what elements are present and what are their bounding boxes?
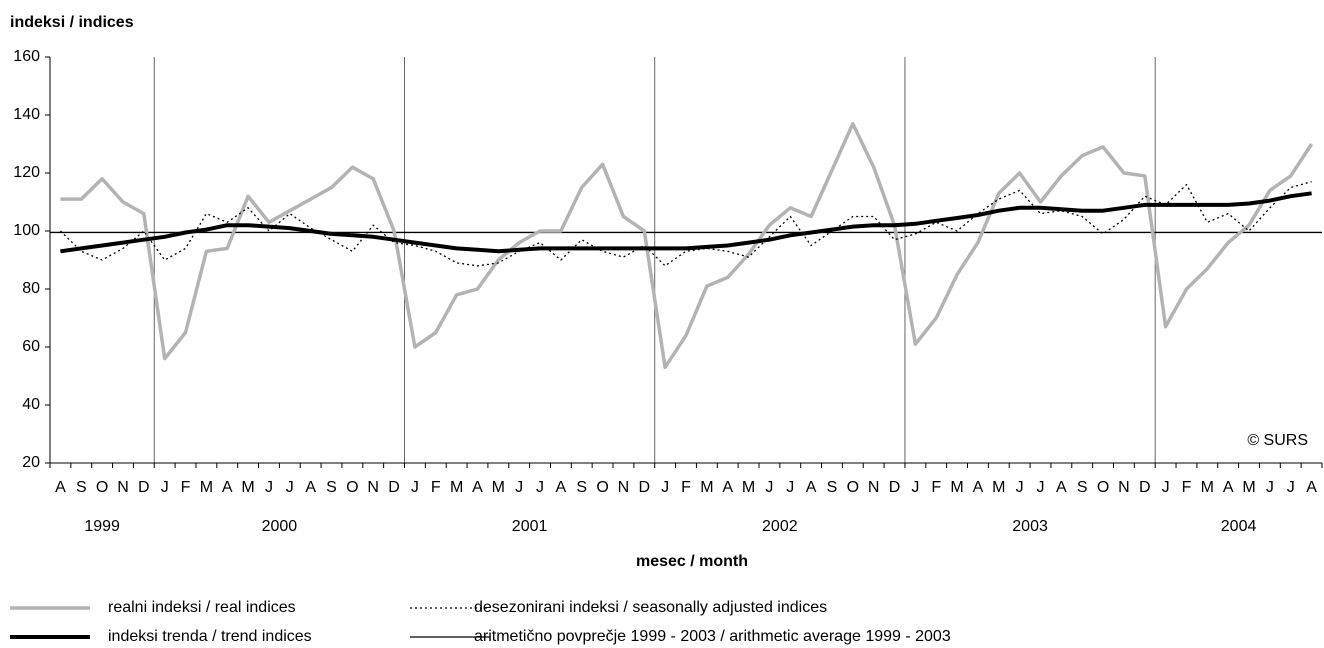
y-axis-title: indeksi / indices [10,14,134,31]
x-tick-label: A [1056,479,1067,496]
x-tick-label: D [1139,479,1151,496]
x-tick-label: S [326,479,337,496]
x-tick-label: S [1077,479,1088,496]
x-tick-label: N [1118,479,1130,496]
x-tick-label: A [222,479,233,496]
year-label: 2003 [1012,518,1048,535]
x-tick-label: A [55,479,66,496]
x-tick-label: M [992,479,1005,496]
x-tick-label: M [742,479,755,496]
x-tick-label: N [868,479,880,496]
x-tick-label: D [639,479,651,496]
x-tick-label: J [536,479,544,496]
x-tick-label: M [200,479,213,496]
x-tick-label: J [161,479,169,496]
legend-label: desezonirani indeksi / seasonally adjust… [474,599,827,616]
legend-label: aritmetično povprečje 1999 - 2003 / arit… [474,628,951,645]
legend-label: realni indeksi / real indices [108,599,296,616]
x-tick-label: M [950,479,963,496]
y-tick-label: 20 [22,454,40,471]
x-tick-label: N [367,479,379,496]
x-tick-label: J [286,479,294,496]
x-tick-label: D [889,479,901,496]
x-tick-label: F [181,479,191,496]
y-tick-label: 120 [13,164,40,181]
x-tick-label: S [76,479,87,496]
x-tick-label: F [931,479,941,496]
x-tick-label: S [576,479,587,496]
y-tick-label: 80 [22,280,40,297]
x-tick-label: S [827,479,838,496]
x-tick-label: J [1162,479,1170,496]
series-line [60,191,1312,254]
x-tick-label: J [765,479,773,496]
x-axis-title: mesec / month [636,553,748,570]
x-tick-label: A [973,479,984,496]
x-tick-label: A [1223,479,1234,496]
x-tick-label: A [722,479,733,496]
x-tick-label: F [681,479,691,496]
x-tick-label: O [847,479,859,496]
x-tick-label: J [911,479,919,496]
x-tick-label: D [388,479,400,496]
x-tick-label: A [305,479,316,496]
x-tick-label: N [618,479,630,496]
x-tick-label: F [1182,479,1192,496]
x-tick-label: J [1036,479,1044,496]
x-tick-label: A [1306,479,1317,496]
x-tick-label: N [117,479,129,496]
year-label: 1999 [84,518,120,535]
x-tick-label: J [411,479,419,496]
y-tick-label: 100 [13,222,40,239]
x-tick-label: F [431,479,441,496]
x-tick-label: J [515,479,523,496]
annotation: © SURS [1247,432,1308,449]
x-tick-label: M [1242,479,1255,496]
x-tick-label: O [596,479,608,496]
x-tick-label: M [1201,479,1214,496]
x-tick-label: O [1097,479,1109,496]
y-tick-label: 60 [22,338,40,355]
x-tick-label: A [556,479,567,496]
x-tick-label: M [492,479,505,496]
legend-label: indeksi trenda / trend indices [108,628,312,645]
x-tick-label: M [450,479,463,496]
y-tick-label: 160 [13,48,40,65]
x-tick-label: J [1016,479,1024,496]
x-tick-label: J [661,479,669,496]
x-tick-label: J [786,479,794,496]
x-tick-label: M [241,479,254,496]
year-label: 2004 [1221,518,1257,535]
year-label: 2002 [762,518,798,535]
y-tick-label: 40 [22,396,40,413]
x-tick-label: A [472,479,483,496]
x-tick-label: O [346,479,358,496]
x-tick-label: J [1266,479,1274,496]
x-tick-label: D [138,479,150,496]
x-tick-label: A [806,479,817,496]
x-tick-label: M [700,479,713,496]
y-tick-label: 140 [13,106,40,123]
x-tick-label: J [265,479,273,496]
series-line [60,121,1314,370]
x-tick-label: J [1287,479,1295,496]
x-tick-label: O [96,479,108,496]
year-label: 2001 [512,518,548,535]
year-label: 2000 [262,518,298,535]
